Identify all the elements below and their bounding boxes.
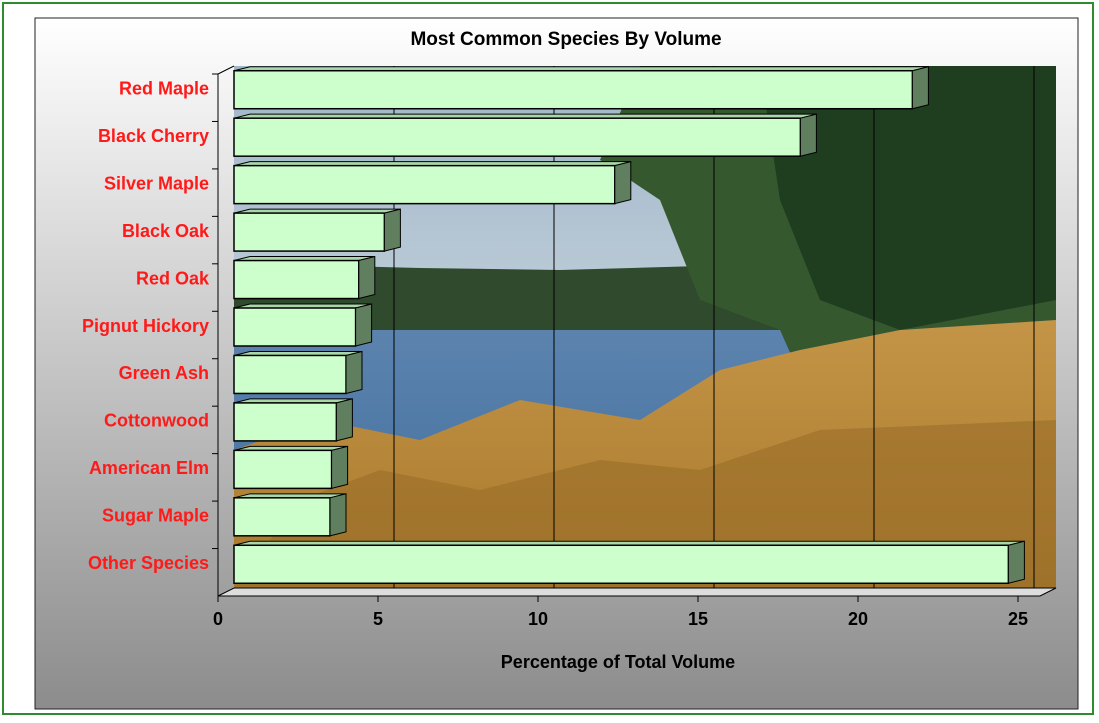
bar-side	[356, 304, 372, 346]
bar	[234, 118, 800, 156]
chart: Most Common Species By Volume Percentage…	[0, 0, 1099, 718]
bar	[234, 71, 912, 109]
y-tick-label: Black Cherry	[98, 126, 209, 146]
bar-side	[336, 399, 352, 441]
y-tick-label: Red Maple	[119, 78, 209, 98]
chart-title: Most Common Species By Volume	[410, 29, 721, 50]
bar-side	[912, 67, 928, 109]
y-tick-label: Cottonwood	[104, 411, 209, 431]
bar	[234, 166, 615, 204]
y-tick-label: Green Ash	[119, 363, 209, 383]
x-tick-label: 0	[213, 609, 223, 629]
bar	[234, 213, 384, 251]
bar-side	[346, 351, 362, 393]
y-tick-label: Black Oak	[122, 221, 210, 241]
bar-side	[615, 162, 631, 204]
bar	[234, 450, 332, 488]
x-tick-label: 25	[1008, 609, 1028, 629]
x-tick-label: 5	[373, 609, 383, 629]
y-tick-label: Red Oak	[136, 268, 210, 288]
y-tick-label: Other Species	[88, 553, 209, 573]
y-tick-label: Pignut Hickory	[82, 316, 209, 336]
bar-side	[384, 209, 400, 251]
x-tick-label: 20	[848, 609, 868, 629]
x-axis-title: Percentage of Total Volume	[501, 652, 735, 672]
bar	[234, 308, 356, 346]
bar-side	[800, 114, 816, 156]
x-tick-label: 15	[688, 609, 708, 629]
bar	[234, 355, 346, 393]
x-tick-label: 10	[528, 609, 548, 629]
floor	[218, 588, 1056, 596]
y-tick-label: American Elm	[89, 458, 209, 478]
y-tick-label: Silver Maple	[104, 173, 209, 193]
bar-side	[332, 446, 348, 488]
y-tick-label: Sugar Maple	[102, 506, 209, 526]
bar	[234, 545, 1008, 583]
bar-side	[330, 494, 346, 536]
bar	[234, 403, 336, 441]
bar	[234, 261, 359, 299]
bar-side	[359, 257, 375, 299]
bar-side	[1008, 541, 1024, 583]
bar	[234, 498, 330, 536]
